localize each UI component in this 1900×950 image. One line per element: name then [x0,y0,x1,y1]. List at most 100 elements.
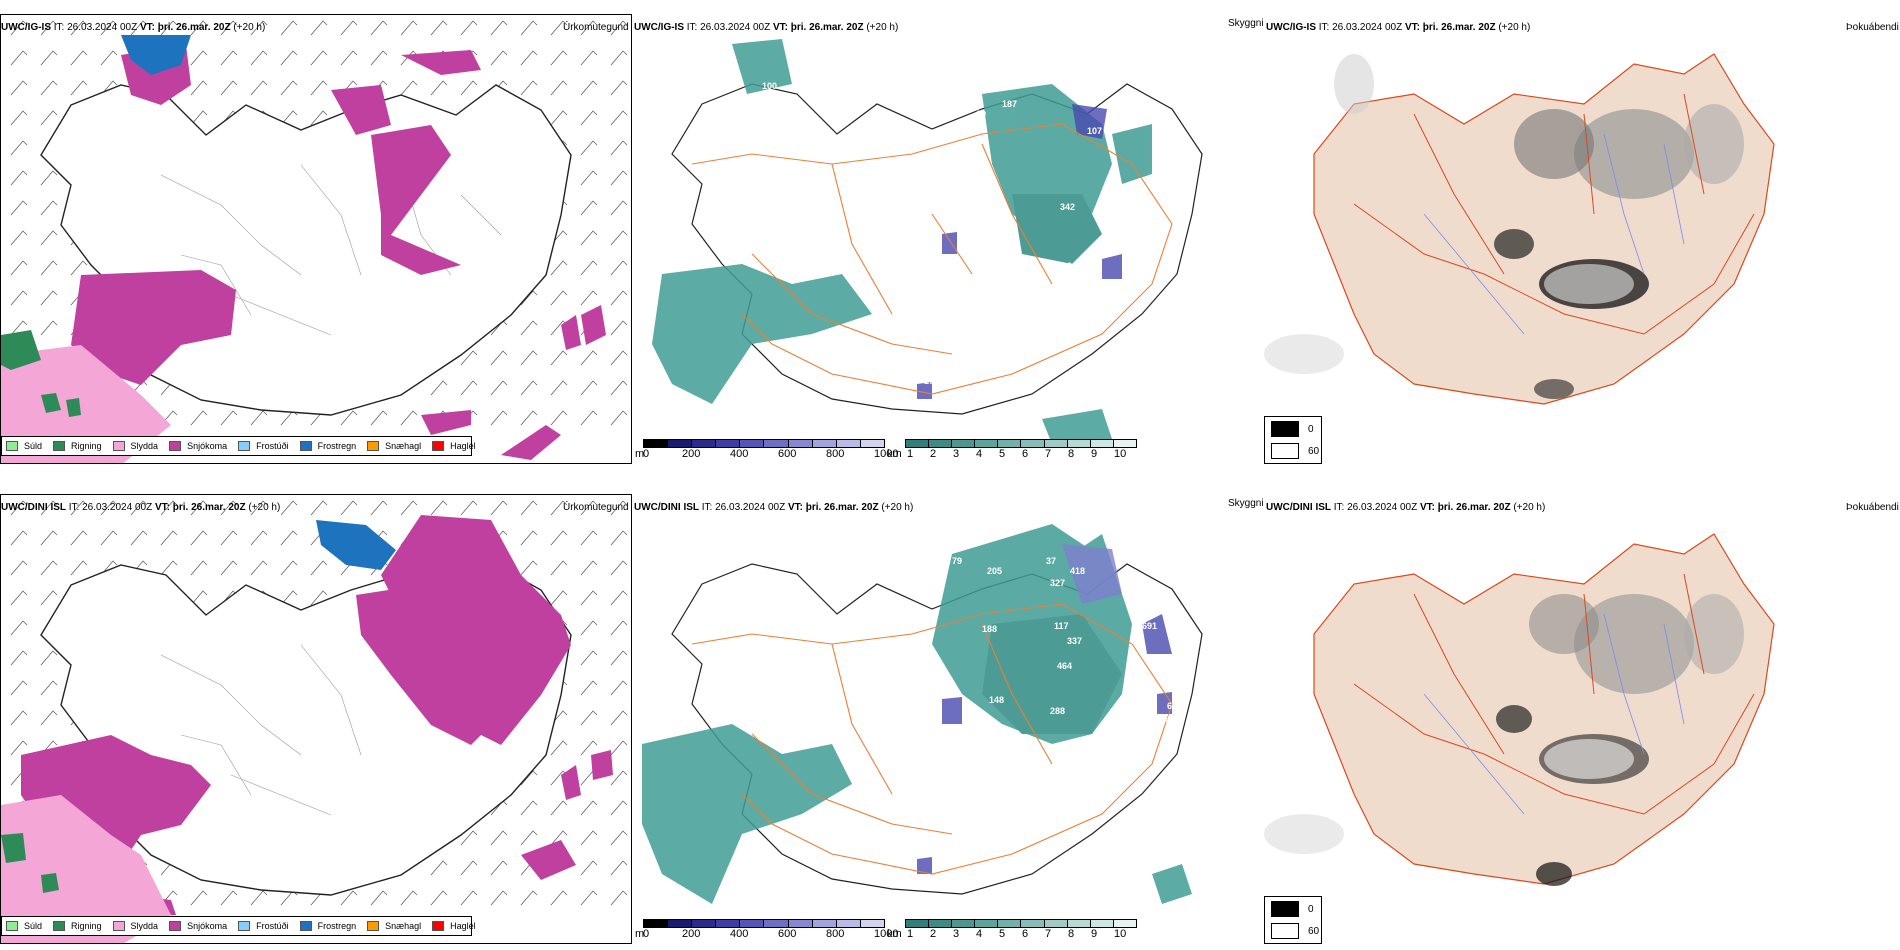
wind-barb [10,200,28,216]
wind-barb [580,50,598,66]
cloudbase-areas-1 [917,104,1122,399]
wind-barb [310,80,328,96]
precip-legend-swatch [367,921,380,931]
wind-barb [190,80,208,96]
cloudbase-colorbar-cells [643,919,885,928]
wind-barb [100,20,118,36]
wind-barb [550,80,568,96]
wind-barb [550,110,568,126]
wind-barb [550,560,568,576]
wind-barb [160,530,178,546]
colorbar-tick-label: 7 [1045,928,1052,940]
wind-barb [520,410,538,426]
fog-legend-swatch-0 [1271,421,1299,437]
wind-barb [10,680,28,696]
wind-barb [40,50,58,66]
wind-barb [10,20,28,36]
fog-index-map-1: 0 60 [1264,14,1900,464]
colorbar-tick-label: 400 [730,448,749,460]
precip-legend-label: Súld [24,921,43,931]
cloud-labels-1: 100 387 19 187 107 163 34 342 31 332 226 199 353 17 17 [762,81,1147,386]
precip-type-map-1: Súld Rigning Slydda Snjókoma Frostúði Frostre… [0,14,632,464]
wind-barb [10,50,28,66]
cloudbase-colorbar-1: m 0 200 400 600 800 1000 [635,439,898,464]
wind-barb [280,50,298,66]
wind-barb [190,110,208,126]
cloud-base-label: 187 [1002,99,1017,109]
precip-legend-item: Snjókoma [169,441,227,451]
wind-barb [70,50,88,66]
wind-barb [610,140,628,156]
colorbar-tick-label: 3 [953,448,960,460]
cloudbase-visibility-map-1: 100 387 19 187 107 163 34 342 31 332 226 199 353 17 17… [632,14,1264,464]
colorbar-cell [906,920,930,927]
wind-barb [10,140,28,156]
wind-barb [100,50,118,66]
wind-barb [10,710,28,726]
colorbar-tick-label: 5 [999,448,1006,460]
wind-barb [580,830,598,846]
wind-barb [340,20,358,36]
wind-barb [160,20,178,36]
wind-barb [220,890,238,906]
precip-legend-item: Rigning [53,441,102,451]
wind-barb [340,890,358,906]
wind-barb [550,50,568,66]
cloud-base-label: 332 [1024,264,1039,274]
precip-legend-1: Súld Rigning Slydda Snjókoma Frostúði Frostre… [1,436,476,456]
colorbar-cell [716,440,741,447]
wind-barb [490,350,508,366]
wind-barb [580,200,598,216]
wind-barb [520,350,538,366]
wind-barb [250,20,268,36]
colorbar-tick-label: 400 [730,928,749,940]
init-time: IT: 26.03.2024 00Z [699,502,788,513]
cloud-base-label: 17 [924,376,934,386]
colorbar-cell [975,920,999,927]
colorbar-tick-label: 1000 [874,928,899,940]
wind-barb [70,500,88,516]
wind-barb [130,500,148,516]
colorbar-cell [1044,920,1068,927]
cloud-base-label: 117 [1054,621,1069,631]
colorbar-tick-label: 7 [1045,448,1052,460]
wind-barb [610,650,628,666]
colorbar-tick-label: 1 [907,448,914,460]
wind-barb [280,500,298,516]
wind-barb [580,890,598,906]
wind-barb [490,890,508,906]
fog-title-1: Þokuábendi [1846,22,1899,33]
wind-barb [10,110,28,126]
cloudbase-colorbar-cells [643,439,885,448]
colorbar-tick-label: 9 [1091,448,1098,460]
wind-barb [310,590,328,606]
wind-barb [40,320,58,336]
roads-1 [691,123,1173,395]
wind-barb [40,200,58,216]
wind-barb [550,20,568,36]
colorbar-cell [764,920,789,927]
wind-barb [220,50,238,66]
wind-barb [520,560,538,576]
wind-barb [550,410,568,426]
wind-barb [160,560,178,576]
roads-2 [691,603,1173,875]
wind-barb [460,890,478,906]
wind-barb [190,500,208,516]
fog-legend-2: 0 60 [1264,896,1322,944]
colorbar-cell [836,440,861,447]
wind-barb [610,590,628,606]
wind-barb [550,890,568,906]
wind-barb [610,290,628,306]
visibility-unit: km [887,928,902,940]
precip-legend-swatch [169,921,182,931]
wind-barb [460,860,478,876]
colorbar-tick-label: 1000 [874,448,899,460]
colorbar-cell [1090,920,1114,927]
wind-barb [610,20,628,36]
cloud-labels-2: 79 205 37 418 327 243 188 117 337 691 464 594 148 288… [927,556,1177,873]
init-time: IT: 26.03.2024 00Z [684,22,773,33]
wind-barb [490,410,508,426]
colorbar-cell [998,920,1022,927]
wind-barb [490,50,508,66]
